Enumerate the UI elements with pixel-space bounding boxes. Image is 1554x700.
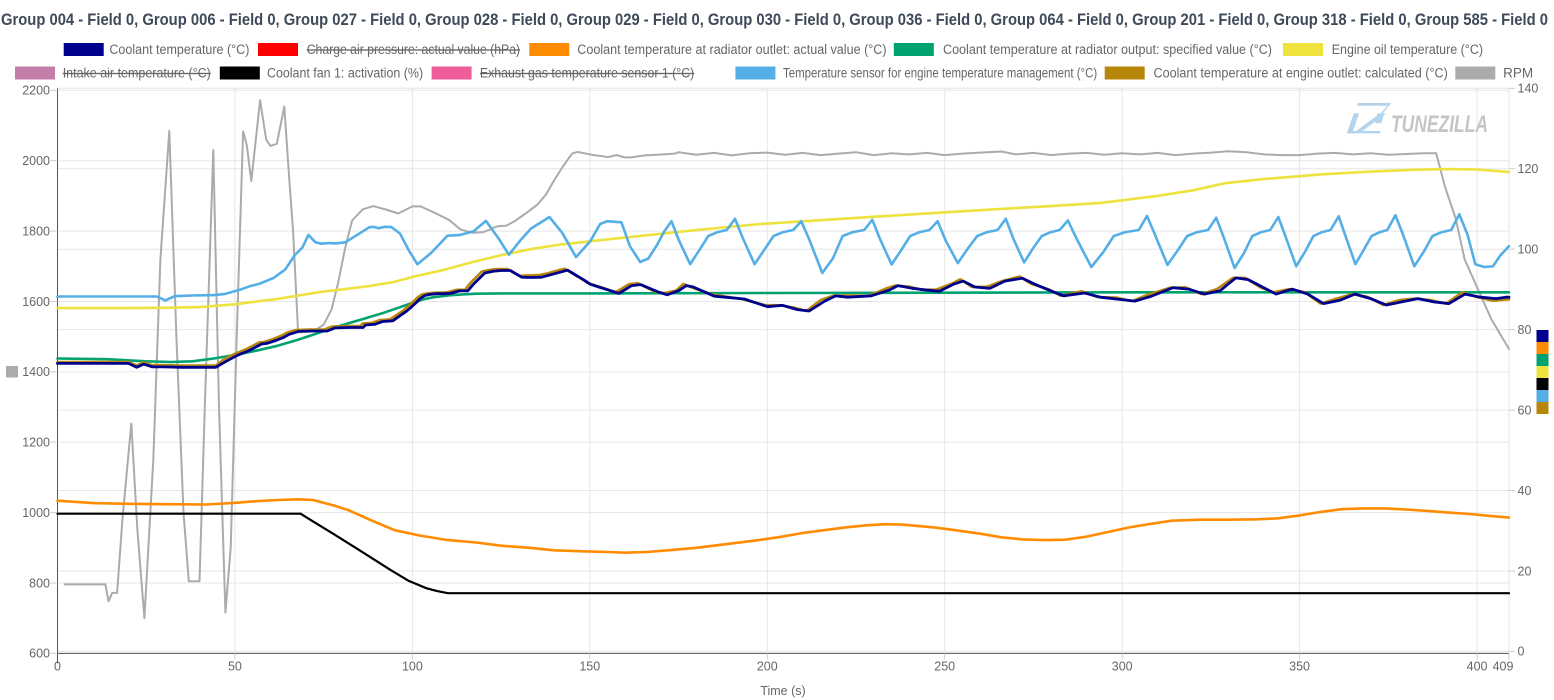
svg-text:1200: 1200 <box>22 436 50 450</box>
svg-text:0: 0 <box>1518 645 1525 659</box>
svg-text:Coolant temperature at radiato: Coolant temperature at radiator output: … <box>943 42 1272 57</box>
svg-text:Temperature sensor for engine: Temperature sensor for engine temperatur… <box>783 66 1097 81</box>
svg-text:1600: 1600 <box>22 295 50 309</box>
svg-text:2000: 2000 <box>22 154 50 168</box>
svg-text:Charge air pressure: actual va: Charge air pressure: actual value (hPa) <box>307 42 520 57</box>
svg-text:Coolant temperature at engine: Coolant temperature at engine outlet: ca… <box>1154 66 1448 81</box>
svg-text:0: 0 <box>54 660 61 674</box>
svg-text:Intake air temperature (°C): Intake air temperature (°C) <box>63 66 211 81</box>
svg-text:100: 100 <box>402 660 423 674</box>
svg-text:200: 200 <box>757 660 778 674</box>
svg-text:350: 350 <box>1289 660 1310 674</box>
svg-text:60: 60 <box>1518 403 1532 417</box>
svg-text:1800: 1800 <box>22 224 50 238</box>
svg-text:40: 40 <box>1518 484 1532 498</box>
svg-text:300: 300 <box>1112 660 1133 674</box>
svg-text:800: 800 <box>29 576 50 590</box>
svg-text:Coolant temperature (°C): Coolant temperature (°C) <box>109 42 249 57</box>
svg-text:409: 409 <box>1493 660 1514 674</box>
svg-text:600: 600 <box>29 647 50 661</box>
svg-text:20: 20 <box>1518 564 1532 578</box>
svg-text:Coolant temperature at radiato: Coolant temperature at radiator outlet: … <box>577 42 886 57</box>
svg-text:120: 120 <box>1518 162 1539 176</box>
svg-text:Coolant fan 1: activation (%): Coolant fan 1: activation (%) <box>267 66 423 81</box>
svg-text:2200: 2200 <box>22 84 50 98</box>
svg-text:TUNEZILLA: TUNEZILLA <box>1391 111 1488 138</box>
svg-text:Exhaust gas temperature sensor: Exhaust gas temperature sensor 1 (°C) <box>480 66 694 81</box>
svg-text:100: 100 <box>1518 243 1539 257</box>
svg-text:Group 004 - Field 0, Group 006: Group 004 - Field 0, Group 006 - Field 0… <box>1 11 1548 29</box>
svg-text:1400: 1400 <box>22 365 50 379</box>
svg-text:Engine oil temperature (°C): Engine oil temperature (°C) <box>1332 42 1483 57</box>
svg-text:1000: 1000 <box>22 506 50 520</box>
svg-text:140: 140 <box>1518 82 1539 96</box>
svg-text:RPM: RPM <box>1503 66 1533 81</box>
svg-text:400: 400 <box>1467 660 1488 674</box>
svg-text:50: 50 <box>228 660 242 674</box>
svg-text:Time (s): Time (s) <box>760 684 805 698</box>
svg-text:150: 150 <box>579 660 600 674</box>
svg-text:250: 250 <box>934 660 955 674</box>
svg-text:80: 80 <box>1518 323 1532 337</box>
